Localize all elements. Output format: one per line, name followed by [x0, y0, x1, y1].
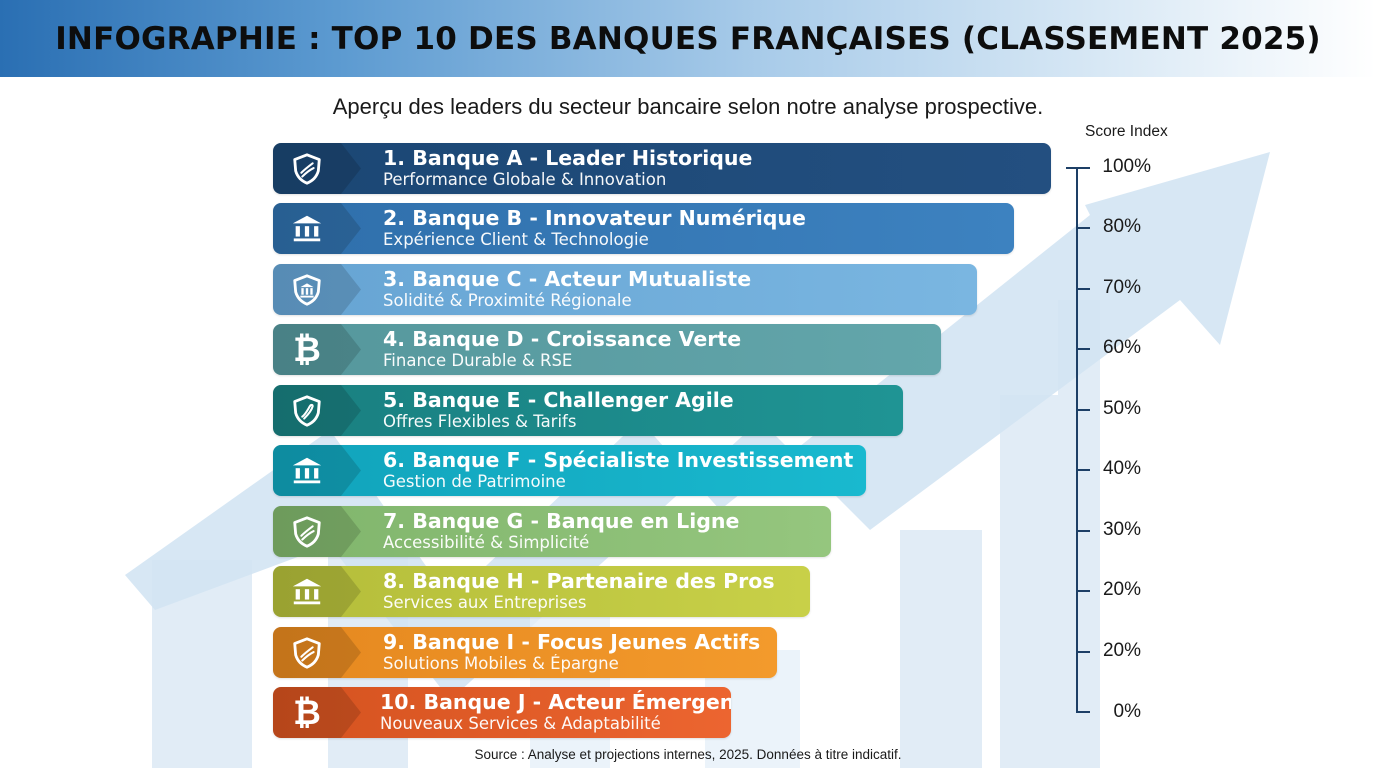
axis-tick-label: 80% — [1102, 216, 1141, 237]
shield-icon — [289, 393, 325, 429]
bar-banque-h: 8. Banque H - Partenaire des Pros Servic… — [273, 566, 810, 617]
bank-icon — [289, 453, 325, 489]
axis-tick-label: 0% — [1113, 701, 1141, 722]
bar-subtitle: Solutions Mobiles & Épargne — [383, 654, 619, 673]
axis-tick-label: 100% — [1102, 156, 1151, 177]
bar-banque-g: 7. Banque G - Banque en Ligne Accessibil… — [273, 506, 831, 557]
bar-subtitle: Gestion de Patrimoine — [383, 472, 566, 491]
bar-subtitle: Nouveaux Services & Adaptabilité — [380, 714, 661, 733]
bar-title: 6. Banque F - Spécialiste Investissement — [383, 448, 854, 472]
shield-icon — [289, 514, 325, 550]
axis-tick — [1076, 409, 1090, 411]
shield-icon — [289, 151, 325, 187]
bar-title: 1. Banque A - Leader Historique — [383, 146, 753, 170]
bar-title: 4. Banque D - Croissance Verte — [383, 327, 742, 351]
bar-banque-d: ₿ 4. Banque D - Croissance Verte Finance… — [273, 324, 941, 375]
bar-subtitle: Performance Globale & Innovation — [383, 170, 667, 189]
shield-bank-icon — [289, 272, 325, 308]
bar-banque-j: ₿ 10. Banque J - Acteur Émergent Nouveau… — [273, 687, 731, 738]
bar-banque-i: 9. Banque I - Focus Jeunes Actifs Soluti… — [273, 627, 777, 678]
bar-subtitle: Offres Flexibles & Tarifs — [383, 412, 577, 431]
axis-tick — [1076, 288, 1090, 290]
axis-tick — [1076, 711, 1090, 713]
shield-icon — [289, 635, 325, 671]
axis-tick — [1076, 227, 1090, 229]
bar-subtitle: Services aux Entreprises — [383, 593, 587, 612]
bar-banque-a: 1. Banque A - Leader Historique Performa… — [273, 143, 1051, 194]
axis-tick-label: 60% — [1102, 337, 1141, 358]
bar-title: 10. Banque J - Acteur Émergent — [380, 690, 731, 714]
bank-icon — [289, 211, 325, 247]
axis-title: Score Index — [1085, 123, 1168, 140]
header-banner: INFOGRAPHIE : TOP 10 DES BANQUES FRANÇAI… — [0, 0, 1376, 77]
axis-tick-label: 50% — [1102, 398, 1141, 419]
axis-tick — [1076, 590, 1090, 592]
subtitle: Aperçu des leaders du secteur bancaire s… — [332, 94, 1044, 119]
source-note: Source : Analyse et projections internes… — [474, 747, 902, 762]
bar-subtitle: Solidité & Proximité Régionale — [383, 291, 632, 310]
bar-banque-f: 6. Banque F - Spécialiste Investissement… — [273, 445, 866, 496]
axis-tick — [1076, 530, 1090, 532]
axis-tick — [1076, 348, 1090, 350]
axis-tick-label: 30% — [1102, 519, 1141, 540]
bar-subtitle: Accessibilité & Simplicité — [383, 533, 590, 552]
axis-tick-label: 40% — [1102, 458, 1141, 479]
bar-title: 9. Banque I - Focus Jeunes Actifs — [383, 630, 761, 654]
bar-banque-c: 3. Banque C - Acteur Mutualiste Solidité… — [273, 264, 977, 315]
axis-tick-label: 20% — [1102, 640, 1141, 661]
bar-title: 3. Banque C - Acteur Mutualiste — [383, 267, 752, 291]
bar-title: 5. Banque E - Challenger Agile — [383, 388, 734, 412]
bitcoin-icon: ₿ — [293, 693, 321, 733]
axis-tick-label: 70% — [1102, 277, 1141, 298]
axis-tick — [1066, 167, 1090, 169]
axis-line — [1076, 168, 1078, 713]
bar-banque-b: 2. Banque B - Innovateur Numérique Expér… — [273, 203, 1014, 254]
bar-subtitle: Expérience Client & Technologie — [383, 230, 649, 249]
bar-title: 7. Banque G - Banque en Ligne — [383, 509, 740, 533]
bar-subtitle: Finance Durable & RSE — [383, 351, 573, 370]
axis-tick-label: 20% — [1102, 579, 1141, 600]
axis-tick — [1076, 651, 1090, 653]
bitcoin-icon: ₿ — [293, 330, 321, 370]
axis-tick — [1076, 469, 1090, 471]
bar-title: 8. Banque H - Partenaire des Pros — [383, 569, 775, 593]
bar-banque-e: 5. Banque E - Challenger Agile Offres Fl… — [273, 385, 903, 436]
page-title: INFOGRAPHIE : TOP 10 DES BANQUES FRANÇAI… — [55, 20, 1321, 57]
bank-icon — [289, 574, 325, 610]
bar-title: 2. Banque B - Innovateur Numérique — [383, 206, 806, 230]
